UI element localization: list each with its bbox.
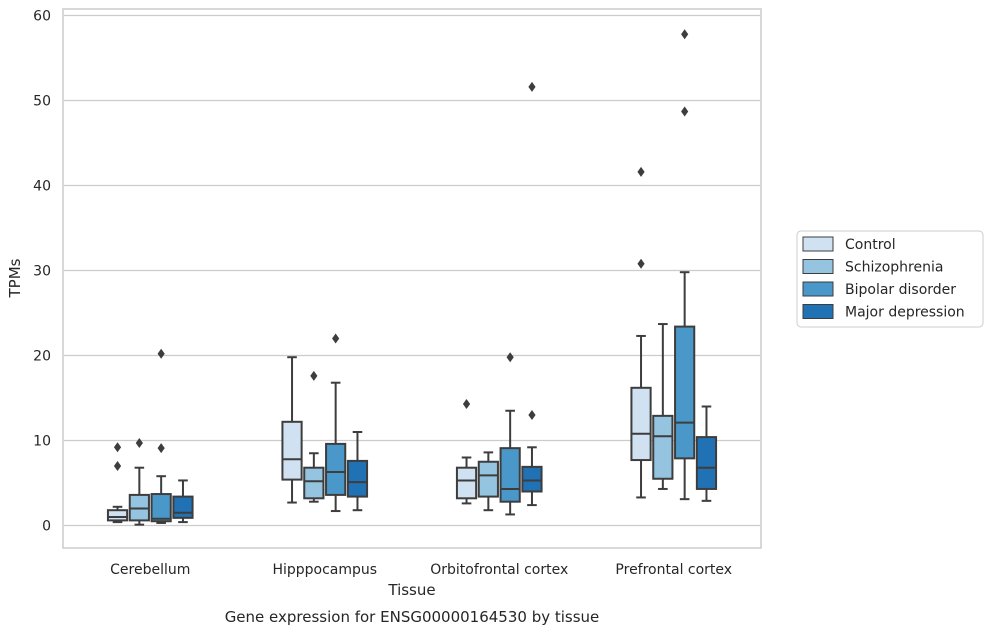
outlier-point [637, 258, 645, 269]
y-tick-label: 40 [33, 179, 51, 195]
y-tick-labels: 0 10 20 30 40 50 60 [33, 9, 51, 535]
box-group [325, 333, 347, 513]
box-group [674, 29, 696, 501]
legend-swatch [802, 281, 834, 297]
box [281, 420, 303, 481]
outlier-point [506, 352, 514, 363]
legend-swatch [802, 236, 834, 252]
boxes [106, 29, 718, 526]
box-group [521, 81, 543, 507]
box [630, 386, 652, 462]
box-group [346, 431, 369, 512]
x-tick-label: Cerebellum [110, 562, 190, 578]
box-group [150, 348, 172, 524]
box [455, 466, 478, 500]
box-group [172, 479, 194, 524]
outlier-point [528, 81, 536, 92]
box-group [652, 323, 674, 490]
box [477, 460, 499, 498]
outlier-point [528, 410, 536, 420]
box [346, 459, 369, 498]
legend-swatch [802, 304, 834, 319]
outlier-point [681, 29, 689, 40]
box-group [128, 438, 150, 526]
box [325, 442, 347, 496]
box [150, 493, 172, 523]
box [652, 414, 674, 480]
legend-label: Major depression [845, 305, 965, 321]
box-group [477, 451, 499, 512]
box-group [499, 352, 521, 516]
y-tick-label: 50 [33, 94, 51, 110]
box [674, 325, 696, 460]
x-tick-labels: Cerebellum Hipppocampus Orbitofrontal cort… [110, 562, 732, 578]
outlier-point [113, 461, 122, 471]
box-group [455, 398, 478, 505]
box-group [695, 405, 718, 502]
y-tick-label: 0 [42, 519, 51, 535]
legend-label: Schizophrenia [845, 260, 943, 276]
box-group [281, 356, 303, 504]
box [106, 509, 129, 522]
x-tick-label: Hipppocampus [272, 562, 377, 578]
box [172, 495, 194, 519]
y-tick-label: 10 [33, 434, 51, 450]
box [303, 466, 325, 500]
outlier-point [157, 348, 165, 359]
outlier-point [332, 333, 340, 344]
outlier-point [681, 106, 689, 117]
outlier-point [637, 166, 645, 177]
outlier-point [462, 398, 471, 409]
box-group [630, 166, 652, 499]
legend: Control Schizophrenia Bipolar disorder Majo… [796, 230, 984, 328]
y-tick-label: 20 [33, 349, 51, 365]
x-tick-label: Prefrontal cortex [615, 562, 732, 578]
outlier-point [113, 442, 122, 453]
box [499, 447, 521, 503]
chart-caption: Gene expression for ENSG00000164530 by t… [225, 608, 600, 626]
y-axis-label: TPMs [6, 258, 24, 298]
x-axis-label: Tissue [387, 581, 435, 599]
x-tick-label: Orbitofrontal cortex [430, 562, 568, 578]
legend-frame [796, 230, 984, 328]
y-tick-label: 60 [33, 9, 51, 25]
y-tick-label: 30 [33, 264, 51, 280]
box-group [303, 370, 325, 503]
legend-label: Bipolar disorder [845, 282, 956, 298]
box-group [106, 442, 129, 524]
box [695, 436, 718, 490]
outlier-point [135, 438, 143, 449]
legend-label: Control [845, 237, 896, 253]
legend-swatch [802, 259, 834, 274]
outlier-point [310, 370, 318, 381]
box [521, 465, 543, 493]
outlier-point [157, 443, 165, 454]
